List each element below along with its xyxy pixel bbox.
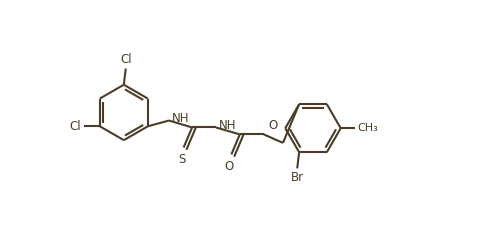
Text: Br: Br	[291, 172, 304, 184]
Text: O: O	[225, 160, 234, 173]
Text: CH₃: CH₃	[357, 123, 377, 133]
Text: Cl: Cl	[120, 53, 132, 66]
Text: NH: NH	[172, 112, 189, 125]
Text: O: O	[269, 120, 278, 132]
Text: Cl: Cl	[70, 120, 81, 133]
Text: NH: NH	[219, 119, 236, 132]
Text: S: S	[178, 153, 186, 166]
